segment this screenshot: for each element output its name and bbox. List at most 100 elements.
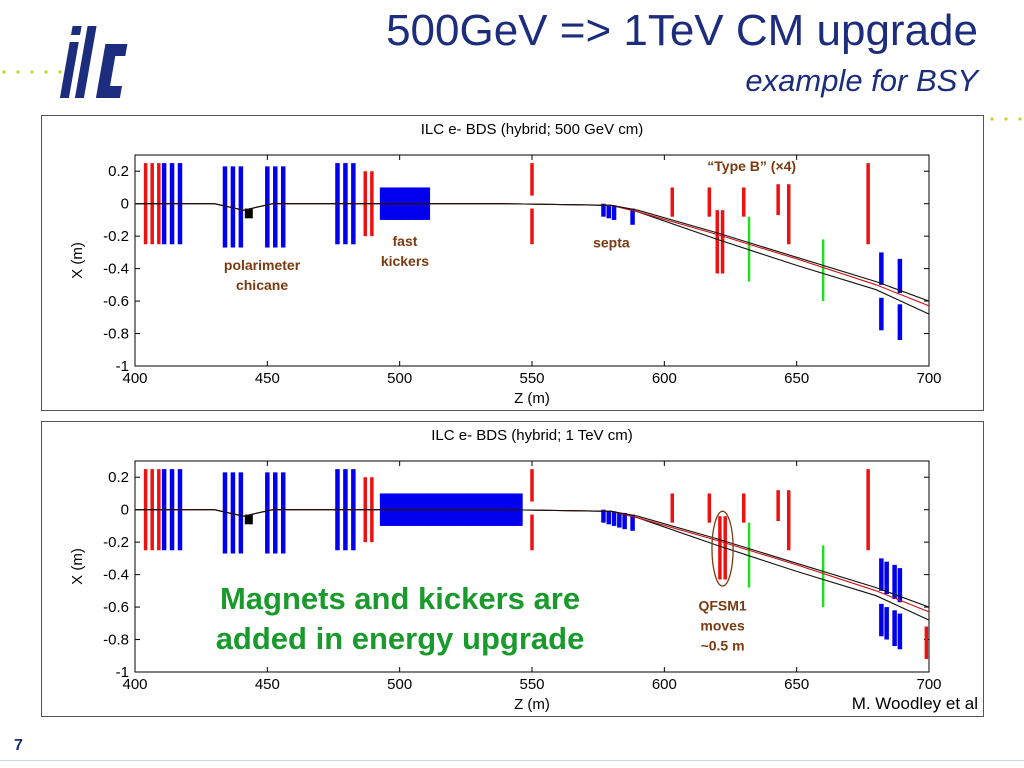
plot-area <box>135 469 929 660</box>
annotation-line: septa <box>593 235 630 251</box>
beamline-quad <box>611 511 617 526</box>
beamline-quad <box>879 558 884 591</box>
decorative-dots-left <box>2 70 62 74</box>
annotation-line: polarimeter <box>224 257 301 273</box>
qfsm1-highlight <box>711 510 734 587</box>
beamline-quad <box>238 472 244 554</box>
y-tick-label: -0.6 <box>103 293 129 310</box>
slide-number: 7 <box>14 737 23 754</box>
beamline-quad <box>601 203 606 217</box>
beamline-bend <box>741 187 746 217</box>
annotation-line: moves <box>700 617 745 633</box>
beamline-quad <box>606 511 612 525</box>
callout-line-1: Magnets and kickers are <box>219 581 581 616</box>
chart-annotation: QFSM1 moves ~0.5 m <box>698 597 746 653</box>
y-tick-label: -0.8 <box>103 632 129 649</box>
beamline-quad <box>897 304 903 341</box>
beamline-quad <box>265 166 270 248</box>
beamline-quad <box>892 610 897 647</box>
beamline-quad <box>879 252 884 285</box>
callout-line-2: added in energy upgrade <box>215 621 585 656</box>
x-tick-label: 550 <box>519 370 544 387</box>
y-tick-label: 0 <box>121 196 129 213</box>
beamline-quad <box>617 512 622 528</box>
beamline-chart-500gev: ILC e- BDS (hybrid; 500 GeV cm) 400 450 500… <box>69 121 942 407</box>
x-axis-label: Z (m) <box>514 390 550 407</box>
beamline-polarimeter <box>244 514 253 525</box>
beamline-quad <box>611 205 617 220</box>
beamline-quad <box>622 512 627 530</box>
beamline-quad <box>606 205 612 219</box>
beamline-corrector <box>821 545 825 608</box>
x-tick-label: 400 <box>122 370 147 387</box>
y-tick-label: -0.2 <box>103 534 129 551</box>
y-tick-label: 0 <box>121 502 129 519</box>
x-tick-label: 600 <box>652 676 677 693</box>
beamline-quad <box>897 258 903 293</box>
beamline-bend <box>707 493 712 523</box>
beamline-bend <box>670 493 675 523</box>
decorative-dots-right <box>990 117 1022 121</box>
y-tick-label: 0.2 <box>108 163 129 180</box>
beamline-quad <box>897 568 903 603</box>
y-tick-label: -1 <box>116 664 129 681</box>
y-tick-label: -0.2 <box>103 228 129 245</box>
beamline-quad <box>879 603 884 637</box>
x-tick-label: 700 <box>916 370 941 387</box>
beamline-quad <box>630 208 635 225</box>
beamline-quad <box>273 166 278 248</box>
beamline-quad <box>230 472 236 554</box>
beamline-quad <box>884 561 889 595</box>
y-axis-label: X (m) <box>69 242 86 279</box>
plot-area <box>135 163 929 341</box>
chart-annotation: “Type B” (×4) <box>707 158 796 174</box>
beamline-bend <box>776 184 780 216</box>
beamline-quad <box>222 166 228 248</box>
x-tick-label: 450 <box>255 370 280 387</box>
beamline-quad <box>601 509 606 523</box>
beamline-bend <box>924 626 929 660</box>
beamline-quad <box>884 607 889 640</box>
y-tick-label: -0.6 <box>103 599 129 616</box>
y-axis-label: X (m) <box>69 548 86 585</box>
beamline-quad <box>280 472 286 554</box>
beamline-quad <box>273 472 278 554</box>
chart-panel-500gev: ILC e- BDS (hybrid; 500 GeV cm) 400 450 500… <box>41 115 984 411</box>
beamline-quad <box>879 297 884 331</box>
chart-annotation: polarimeter chicane <box>224 257 301 293</box>
beamline-corrector <box>747 216 751 282</box>
x-tick-label: 500 <box>387 676 412 693</box>
beamline-bend <box>720 210 725 274</box>
beamline-bend <box>866 163 870 245</box>
y-tick-label: -0.4 <box>103 567 129 584</box>
x-tick-label: 500 <box>387 370 412 387</box>
beamline-bend <box>786 184 791 245</box>
beamline-bend <box>786 490 791 551</box>
y-tick-label: -1 <box>116 358 129 375</box>
beamline-bend <box>718 516 722 580</box>
x-tick-label: 650 <box>784 676 809 693</box>
beamline-bend <box>715 210 720 274</box>
beamline-corrector <box>747 522 751 588</box>
annotation-line: ~0.5 m <box>701 637 745 653</box>
annotation-line: fast <box>393 233 418 249</box>
beamline-quad <box>265 472 270 554</box>
beamline-quad <box>238 166 244 248</box>
y-tick-label: -0.4 <box>103 261 129 278</box>
x-tick-label: 700 <box>916 676 941 693</box>
beamline-bend <box>707 187 712 217</box>
x-tick-label: 550 <box>519 676 544 693</box>
y-tick-label: 0.2 <box>108 469 129 486</box>
beamline-bend <box>776 490 780 522</box>
beam-trajectory-line <box>135 509 929 608</box>
chart-annotation: septa <box>593 235 630 251</box>
beamline-quad <box>630 514 635 531</box>
beamline-chart-1tev: ILC e- BDS (hybrid; 1 TeV cm) 400 450 500 55… <box>69 427 942 713</box>
beamline-bend <box>530 163 534 196</box>
slide-title: 500GeV => 1TeV CM upgrade <box>386 6 978 55</box>
chart-panel-1tev: ILC e- BDS (hybrid; 1 TeV cm) 400 450 500 55… <box>41 421 984 717</box>
x-tick-label: 400 <box>122 676 147 693</box>
beamline-bend <box>530 208 534 245</box>
x-tick-label: 450 <box>255 676 280 693</box>
beamline-quad <box>892 564 897 599</box>
